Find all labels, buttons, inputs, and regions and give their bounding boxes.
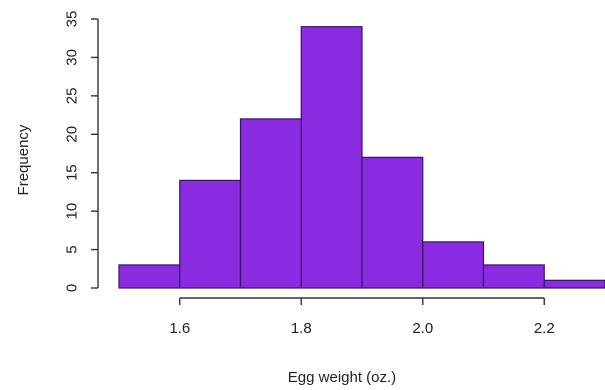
y-tick-label: 10 [64, 203, 81, 220]
histogram-bar-6 [422, 241, 485, 289]
bars-group [118, 26, 605, 289]
y-tick-label: 5 [64, 245, 81, 253]
y-axis-title: Frequency [15, 124, 32, 195]
x-tick-label: 1.8 [291, 320, 312, 337]
histogram-bar-5 [361, 156, 424, 289]
y-tick-label: 15 [64, 164, 81, 181]
x-axis-title: Egg weight (oz.) [288, 369, 396, 386]
histogram-bar-3 [239, 118, 302, 289]
histogram-bar-2 [179, 179, 242, 289]
y-axis-ticks: 0 5 10 15 20 25 30 35 [64, 11, 98, 292]
x-tick-label: 1.6 [169, 320, 190, 337]
histogram-bar-7 [482, 264, 545, 289]
x-axis-ticks: 1.6 1.8 2.0 2.2 [169, 298, 555, 337]
y-tick-label: 0 [64, 284, 81, 292]
y-tick-label: 35 [64, 11, 81, 28]
y-tick-label: 25 [64, 88, 81, 105]
y-tick-label: 20 [64, 126, 81, 143]
x-tick-label: 2.0 [412, 320, 433, 337]
x-tick-label: 2.2 [534, 320, 555, 337]
histogram-bar-8 [543, 279, 605, 289]
histogram-bar-4 [300, 26, 363, 289]
histogram-bar-1 [118, 264, 181, 289]
y-tick-label: 30 [64, 49, 81, 66]
